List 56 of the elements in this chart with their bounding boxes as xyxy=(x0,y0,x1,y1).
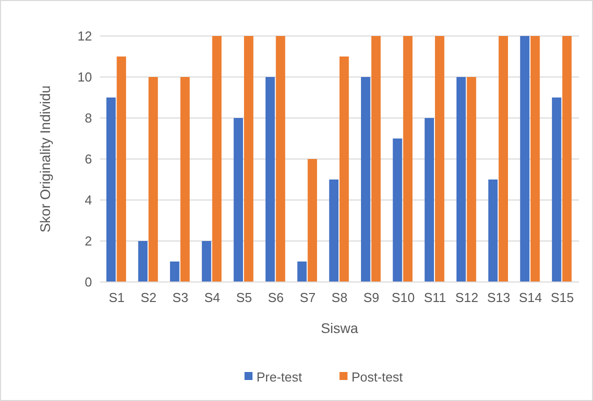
bar xyxy=(234,118,244,282)
y-tick-label: 4 xyxy=(84,192,92,208)
bar xyxy=(530,36,540,282)
bar xyxy=(466,77,476,282)
x-tick-label: S1 xyxy=(108,290,125,305)
bar xyxy=(552,98,562,282)
y-tick-label: 2 xyxy=(84,234,92,249)
bar xyxy=(424,118,434,282)
bar xyxy=(562,36,572,282)
bar xyxy=(212,36,222,282)
x-tick-label: S10 xyxy=(392,290,415,305)
bar xyxy=(498,36,508,282)
bar xyxy=(297,262,307,282)
bar xyxy=(340,56,349,282)
legend-label: Post-test xyxy=(352,370,404,385)
x-tick-label: S5 xyxy=(236,290,252,305)
x-tick-label: S14 xyxy=(518,290,542,305)
y-tick-label: 0 xyxy=(84,274,92,290)
y-tick-label: 6 xyxy=(84,152,92,167)
legend-label: Pre-test xyxy=(256,370,302,385)
x-tick-label: S11 xyxy=(424,290,446,305)
bar xyxy=(202,241,212,282)
bar xyxy=(138,241,148,282)
bar xyxy=(308,159,318,282)
y-axis-title: Skor Originality Individu xyxy=(37,85,53,233)
y-tick-label: 8 xyxy=(84,110,92,126)
bar xyxy=(520,36,530,282)
x-tick-label: S13 xyxy=(487,290,510,305)
y-tick-label: 12 xyxy=(78,28,92,44)
bar xyxy=(276,36,286,282)
x-tick-label: S6 xyxy=(268,290,284,305)
x-tick-label: S7 xyxy=(300,290,316,305)
bar xyxy=(106,98,116,282)
y-tick-label: 10 xyxy=(78,70,92,85)
x-axis-title: Siswa xyxy=(320,320,358,336)
bar xyxy=(371,36,381,282)
x-tick-label: S3 xyxy=(172,290,188,305)
x-tick-label: S2 xyxy=(140,290,156,305)
bar xyxy=(170,262,180,282)
bar xyxy=(456,77,466,282)
x-tick-label: S4 xyxy=(204,290,220,305)
bar xyxy=(403,36,412,282)
bar xyxy=(244,36,254,282)
x-tick-label: S15 xyxy=(550,290,574,305)
x-tick-label: S8 xyxy=(332,290,348,305)
bar xyxy=(180,77,190,282)
bar xyxy=(329,180,338,282)
x-tick-label: S12 xyxy=(455,290,478,305)
bar xyxy=(434,36,444,282)
bar xyxy=(266,77,275,282)
x-tick-label: S9 xyxy=(363,290,380,305)
bar xyxy=(148,77,158,282)
bar xyxy=(392,138,402,282)
bar xyxy=(488,180,498,282)
bar xyxy=(116,56,126,282)
bar xyxy=(360,77,370,282)
